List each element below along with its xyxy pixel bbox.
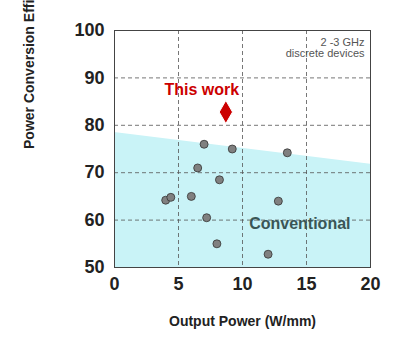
svg-text:20: 20 — [360, 274, 380, 294]
svg-text:60: 60 — [84, 210, 104, 230]
svg-text:90: 90 — [84, 68, 104, 88]
svg-text:2 -3 GHzdiscrete devices: 2 -3 GHzdiscrete devices — [286, 36, 365, 59]
svg-text:Output Power (W/mm): Output Power (W/mm) — [169, 313, 316, 329]
svg-text:Power Conversion Efficiency (%: Power Conversion Efficiency (%) — [21, 0, 37, 149]
svg-text:0: 0 — [109, 274, 119, 294]
svg-text:Conventional: Conventional — [249, 215, 350, 232]
svg-text:This work: This work — [165, 81, 240, 98]
svg-text:80: 80 — [84, 115, 104, 135]
svg-text:10: 10 — [232, 274, 252, 294]
svg-text:70: 70 — [84, 162, 104, 182]
svg-text:50: 50 — [84, 257, 104, 277]
svg-text:100: 100 — [74, 20, 104, 40]
svg-text:15: 15 — [296, 274, 316, 294]
svg-text:5: 5 — [173, 274, 183, 294]
